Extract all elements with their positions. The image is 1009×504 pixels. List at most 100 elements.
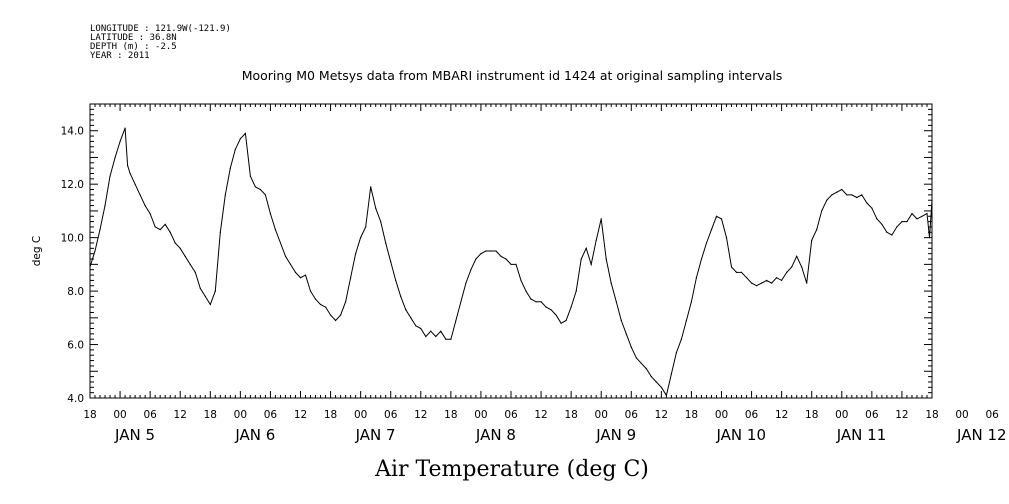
data-point <box>811 239 813 241</box>
data-point <box>856 196 858 199</box>
data-point <box>645 368 647 370</box>
y-axis: 4.0 6.0 8.0 10.0 12.0 14.0 <box>61 103 932 405</box>
data-point <box>876 218 878 220</box>
latitude-label: LATITUDE : 36.8N <box>90 33 177 43</box>
data-point <box>871 207 873 209</box>
data-point <box>600 218 602 220</box>
y-tick-label: 6.0 <box>67 340 84 352</box>
x-hour-label: 00 <box>595 409 608 421</box>
data-point <box>836 191 838 193</box>
data-point <box>440 330 442 332</box>
data-point <box>555 314 557 316</box>
data-point <box>204 295 206 297</box>
x-hour-label: 18 <box>564 409 577 421</box>
data-point <box>254 186 256 188</box>
data-point <box>495 250 497 252</box>
x-day-label: JAN 7 <box>355 426 396 444</box>
data-point <box>781 279 783 281</box>
data-point <box>776 277 778 279</box>
data-point <box>164 223 166 225</box>
data-point <box>710 229 713 231</box>
data-point <box>139 194 141 196</box>
data-point <box>375 207 377 209</box>
data-point <box>715 215 718 217</box>
x-hour-label: 06 <box>745 409 759 421</box>
data-point <box>901 221 903 223</box>
data-point <box>695 277 698 279</box>
data-point <box>605 258 607 260</box>
data-point <box>740 271 743 273</box>
data-point <box>114 156 116 159</box>
data-point <box>846 194 848 196</box>
data-point <box>279 242 282 244</box>
data-point <box>460 301 462 303</box>
data-point <box>289 263 292 265</box>
x-hour-label: 12 <box>174 409 187 421</box>
x-hour-label: 00 <box>835 409 848 421</box>
x-hour-label: 12 <box>534 409 547 421</box>
x-hour-label: 18 <box>685 409 698 421</box>
data-point <box>425 335 427 338</box>
x-hour-label: 12 <box>775 409 788 421</box>
data-point <box>385 242 387 244</box>
data-point <box>670 373 673 375</box>
data-point <box>650 376 652 378</box>
data-point <box>189 263 191 265</box>
data-point <box>735 271 738 273</box>
data-point <box>314 298 317 300</box>
data-point <box>370 186 372 188</box>
data-point <box>630 346 632 348</box>
data-point <box>319 303 322 306</box>
data-point <box>515 263 517 265</box>
data-point <box>490 250 492 252</box>
data-point <box>575 290 577 292</box>
y-tick-label: 8.0 <box>67 286 84 298</box>
data-point <box>199 287 201 289</box>
data-point <box>365 226 367 228</box>
data-point <box>430 330 432 332</box>
data-point <box>690 301 693 303</box>
data-point <box>395 279 397 281</box>
data-point <box>625 333 627 335</box>
data-point <box>906 221 908 223</box>
data-point <box>104 205 106 207</box>
x-hour-label: 06 <box>143 409 157 421</box>
data-point <box>791 266 793 268</box>
data-point <box>309 290 312 292</box>
data-point <box>380 221 382 223</box>
data-point <box>330 314 332 316</box>
x-hour-label: 18 <box>444 409 457 421</box>
data-point <box>194 271 196 273</box>
data-point <box>244 132 246 134</box>
data-point <box>751 282 753 284</box>
data-point <box>928 237 931 239</box>
plot-frame <box>89 103 933 399</box>
data-point <box>916 218 918 220</box>
data-point <box>99 229 101 231</box>
data-point <box>886 231 888 233</box>
data-point <box>264 194 266 196</box>
x-hour-label: 12 <box>294 409 307 421</box>
data-point <box>771 282 773 284</box>
data-point <box>680 338 683 340</box>
data-point <box>615 301 617 303</box>
data-point <box>184 255 186 257</box>
data-point <box>304 274 307 276</box>
data-point <box>705 242 708 244</box>
series-layer <box>89 127 933 397</box>
x-day-label: JAN 11 <box>836 426 887 444</box>
data-point <box>214 290 216 292</box>
data-point <box>841 188 843 191</box>
data-point <box>269 213 271 215</box>
data-point <box>861 194 863 196</box>
data-point <box>475 258 477 260</box>
data-point <box>665 394 668 396</box>
data-point <box>465 282 467 284</box>
data-point <box>550 309 552 311</box>
year-label: YEAR : 2011 <box>90 51 150 61</box>
data-point <box>896 226 898 228</box>
data-point <box>525 290 527 292</box>
y-axis-label: deg C <box>31 236 43 266</box>
data-point <box>931 199 933 201</box>
